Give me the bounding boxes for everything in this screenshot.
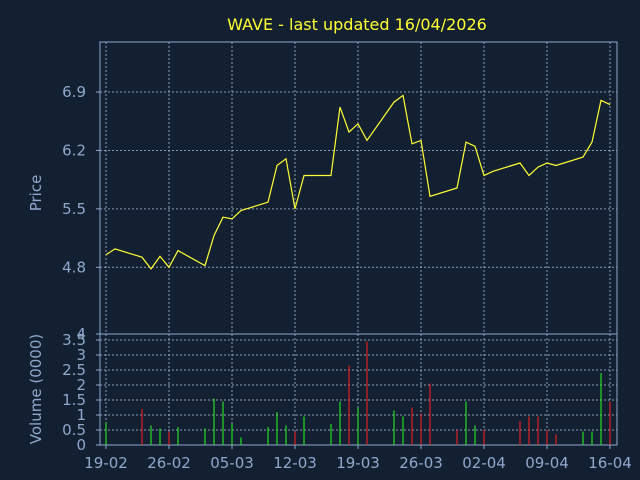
x-tick-label: 19-02 [84, 454, 128, 472]
volume-tick-label: 2 [76, 376, 86, 394]
price-axis-label: Price [27, 175, 45, 212]
x-tick-label: 12-03 [273, 454, 317, 472]
price-tick-label: 6.2 [62, 141, 86, 159]
x-tick-label: 05-03 [210, 454, 254, 472]
volume-tick-label: 2.5 [62, 361, 86, 379]
price-tick-label: 5.5 [62, 200, 86, 218]
price-grid [100, 42, 617, 334]
price-tick-label: 4 [76, 325, 86, 343]
x-tick-label: 26-03 [399, 454, 443, 472]
volume-tick-label: 1 [76, 406, 86, 424]
volume-y-axis: 00.511.522.533.5 [62, 331, 100, 454]
volume-tick-label: 0.5 [62, 421, 86, 439]
x-tick-label: 09-04 [525, 454, 569, 472]
x-tick-label: 02-04 [462, 454, 506, 472]
volume-tick-label: 3 [76, 346, 86, 364]
price-y-axis: 4 4.8 5.5 6.2 6.9 [62, 83, 100, 343]
price-tick-label: 4.8 [62, 258, 86, 276]
price-series-line [105, 94, 611, 270]
x-tick-label: 16-04 [588, 454, 632, 472]
volume-tick-label: 0 [76, 436, 86, 454]
chart-title: WAVE - last updated 16/04/2026 [227, 15, 487, 34]
date-x-axis: 19-02 26-02 05-03 12-03 19-03 26-03 02-04 09-04… [84, 445, 632, 472]
volume-tick-label: 1.5 [62, 391, 86, 409]
volume-tick-label: 3.5 [62, 331, 86, 349]
x-tick-label: 26-02 [147, 454, 191, 472]
price-tick-label: 6.9 [62, 83, 86, 101]
volume-axis-label: Volume (0000) [27, 334, 45, 444]
x-tick-label: 19-03 [336, 454, 380, 472]
volume-bars [105, 341, 611, 445]
